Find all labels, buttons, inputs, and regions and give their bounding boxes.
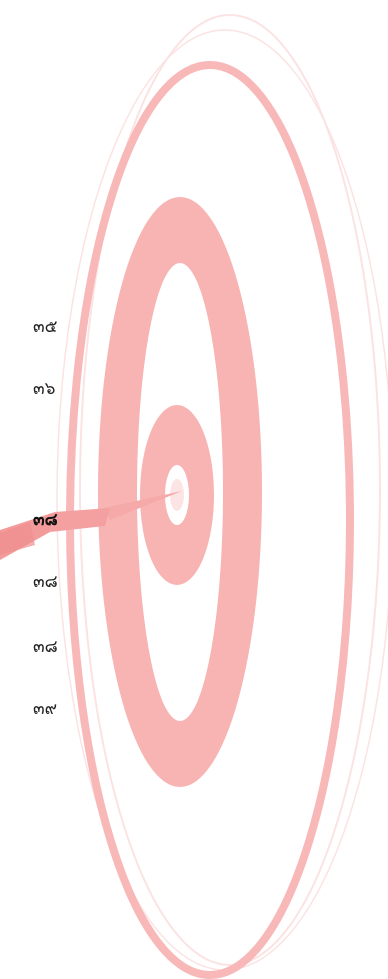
picker-item[interactable]: ๓๖ bbox=[33, 379, 56, 399]
picker-item[interactable]: ๓๕ bbox=[33, 317, 58, 337]
picker-item-selected[interactable]: ๓๘ bbox=[33, 510, 58, 530]
picker-item[interactable]: ๓๘ bbox=[33, 572, 58, 592]
dart-icon bbox=[0, 491, 182, 560]
picker-item[interactable]: ๓๘ bbox=[33, 637, 58, 657]
picker-item[interactable]: ๓๙ bbox=[33, 699, 58, 719]
number-picker-list[interactable]: ๓๕ ๓๖ ๓๘ ๓๘ ๓๘ ๓๙ bbox=[33, 0, 153, 979]
